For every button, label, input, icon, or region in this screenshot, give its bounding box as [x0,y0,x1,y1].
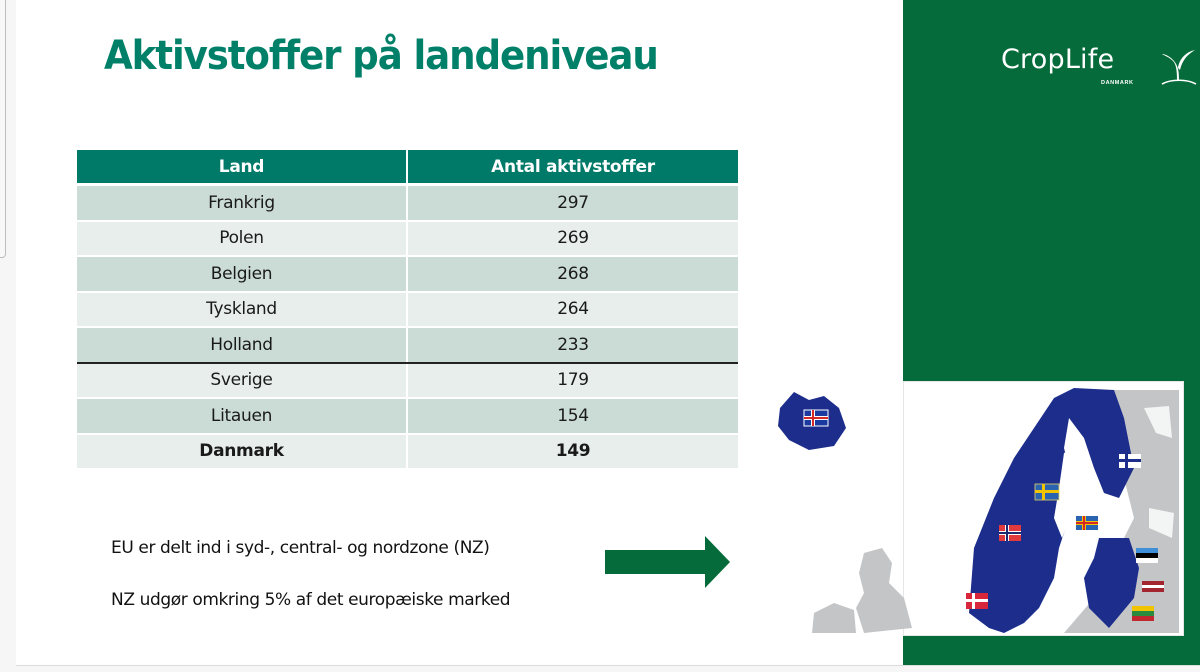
flag-finland [1119,454,1141,468]
nordic-map [764,378,1184,638]
cell-land: Sverige [77,362,408,399]
flag-denmark [966,593,988,609]
table-row: Sverige 179 [77,362,738,399]
slide: Aktivstoffer på landeniveau CropLife DAN… [16,0,1200,666]
cell-count: 179 [407,362,738,399]
table-row: Litauen 154 [77,398,738,435]
side-panel-scrollbar[interactable] [0,0,6,258]
note-market-share: NZ udgør omkring 5% af det europæiske ma… [111,590,511,610]
sprout-icon [1161,50,1197,85]
column-header-land: Land [77,150,408,186]
logo-wordmark: CropLife [1001,44,1115,75]
cell-count: 269 [407,220,738,257]
cell-count: 268 [407,256,738,293]
flag-aland [1076,516,1098,530]
flag-estonia [1136,548,1158,563]
logo-subtitle: DANMARK [1101,80,1134,86]
arrow-right-icon [605,536,730,588]
table-row: Polen 269 [77,220,738,257]
cell-land: Frankrig [77,184,408,222]
column-header-count: Antal aktivstoffer [407,150,738,186]
note-zones: EU er delt ind i syd-, central- og nordz… [111,538,490,558]
croplife-logo: CropLife DANMARK [1001,44,1200,92]
left-gutter [0,0,16,672]
cell-count: 154 [407,398,738,435]
flag-norway [999,525,1021,541]
table-header-row: Land Antal aktivstoffer [77,150,738,186]
cell-count: 149 [407,433,738,470]
cell-land: Litauen [77,398,408,435]
cell-count: 264 [407,291,738,328]
table-row-highlight: Danmark 149 [77,433,738,470]
slide-title: Aktivstoffer på landeniveau [104,33,659,79]
table-row: Tyskland 264 [77,291,738,328]
table-row: Frankrig 297 [77,184,738,222]
flag-sweden [1034,483,1060,501]
cell-land: Holland [77,327,408,364]
cell-land: Danmark [77,433,408,470]
flag-lithuania [1132,606,1154,621]
active-substances-table: Land Antal aktivstoffer Frankrig 297 Pol… [77,150,738,470]
cell-land: Polen [77,220,408,257]
cell-count: 297 [407,184,738,222]
cell-land: Belgien [77,256,408,293]
cell-land: Tyskland [77,291,408,328]
table-row: Holland 233 [77,327,738,364]
flag-latvia [1142,581,1164,592]
map-graphic [778,388,1179,633]
cell-count: 233 [407,327,738,364]
table-row: Belgien 268 [77,256,738,293]
flag-iceland [803,409,829,427]
